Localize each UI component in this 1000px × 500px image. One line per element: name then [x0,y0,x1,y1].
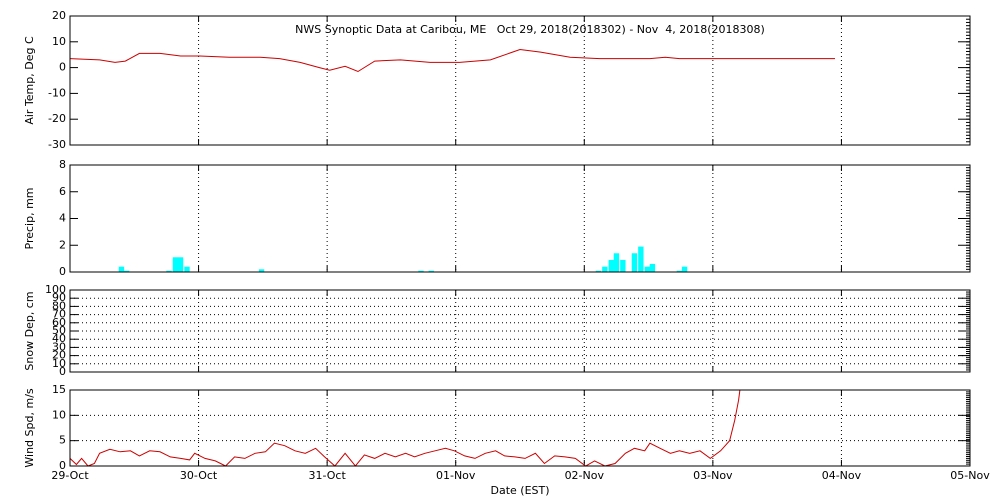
y-tick-label: 10 [52,408,66,421]
y-tick-label: 4 [59,212,66,225]
y-tick-label: 20 [52,9,66,22]
x-tick-label: 05-Nov [950,469,990,482]
bar [620,259,626,272]
bar [172,257,179,272]
y-tick-label: 0 [59,365,66,378]
panel-frame [69,164,971,273]
x-tick-label: 29-Oct [51,469,89,482]
panel-frame [69,289,971,373]
x-tick-label: 30-Oct [180,469,218,482]
y-tick-label: -10 [48,86,66,99]
bar [184,266,190,272]
y-tick-label: 100 [45,283,66,296]
y-axis-label: Snow Dep, cm [23,291,36,370]
panel-frame [69,389,971,467]
y-tick-label: 40 [52,332,66,345]
y-axis-label: Wind Spd, m/s [23,388,36,468]
bar [123,270,130,272]
bar [608,259,614,272]
y-tick-label: 90 [52,291,66,304]
x-tick-label: 04-Nov [822,469,862,482]
bar [676,270,683,272]
y-tick-label: 0 [59,265,66,278]
y-tick-label: 15 [52,383,66,396]
bar [166,270,172,272]
y-axis-label: Air Temp, Deg C [23,36,36,125]
y-tick-label: 6 [59,185,66,198]
y-tick-label: 10 [52,357,66,370]
bar [602,266,608,272]
y-tick-label: 5 [59,434,66,447]
y-tick-label: 70 [52,308,66,321]
x-tick-label: 31-Oct [308,469,346,482]
y-axis-label: Precip, mm [23,188,36,250]
bar [595,270,602,272]
panel-frame [69,15,971,146]
bar [631,253,638,272]
bar [681,266,688,272]
bar [638,246,644,272]
bar [258,269,265,272]
y-tick-label: -20 [48,112,66,125]
bar [649,263,656,272]
y-tick-label: 8 [59,158,66,171]
bar [418,270,424,272]
bar [613,253,620,272]
y-tick-label: -30 [48,138,66,151]
y-tick-label: 0 [59,459,66,472]
data-line [69,389,741,467]
x-axis-label: Date (EST) [490,484,549,497]
data-line [69,48,835,73]
y-tick-label: 80 [52,299,66,312]
y-tick-label: 60 [52,316,66,329]
x-tick-label: 03-Nov [693,469,733,482]
y-tick-label: 30 [52,340,66,353]
x-tick-label: 02-Nov [565,469,605,482]
y-tick-label: 2 [59,238,66,251]
bar [177,257,184,272]
y-tick-label: 0 [59,61,66,74]
y-tick-label: 50 [52,324,66,337]
bar [428,270,434,272]
bar [644,266,650,272]
y-tick-label: 10 [52,35,66,48]
chart-title: NWS Synoptic Data at Caribou, ME Oct 29,… [295,23,765,36]
x-tick-label: 01-Nov [436,469,476,482]
y-tick-label: 20 [52,349,66,362]
bar [118,266,125,272]
